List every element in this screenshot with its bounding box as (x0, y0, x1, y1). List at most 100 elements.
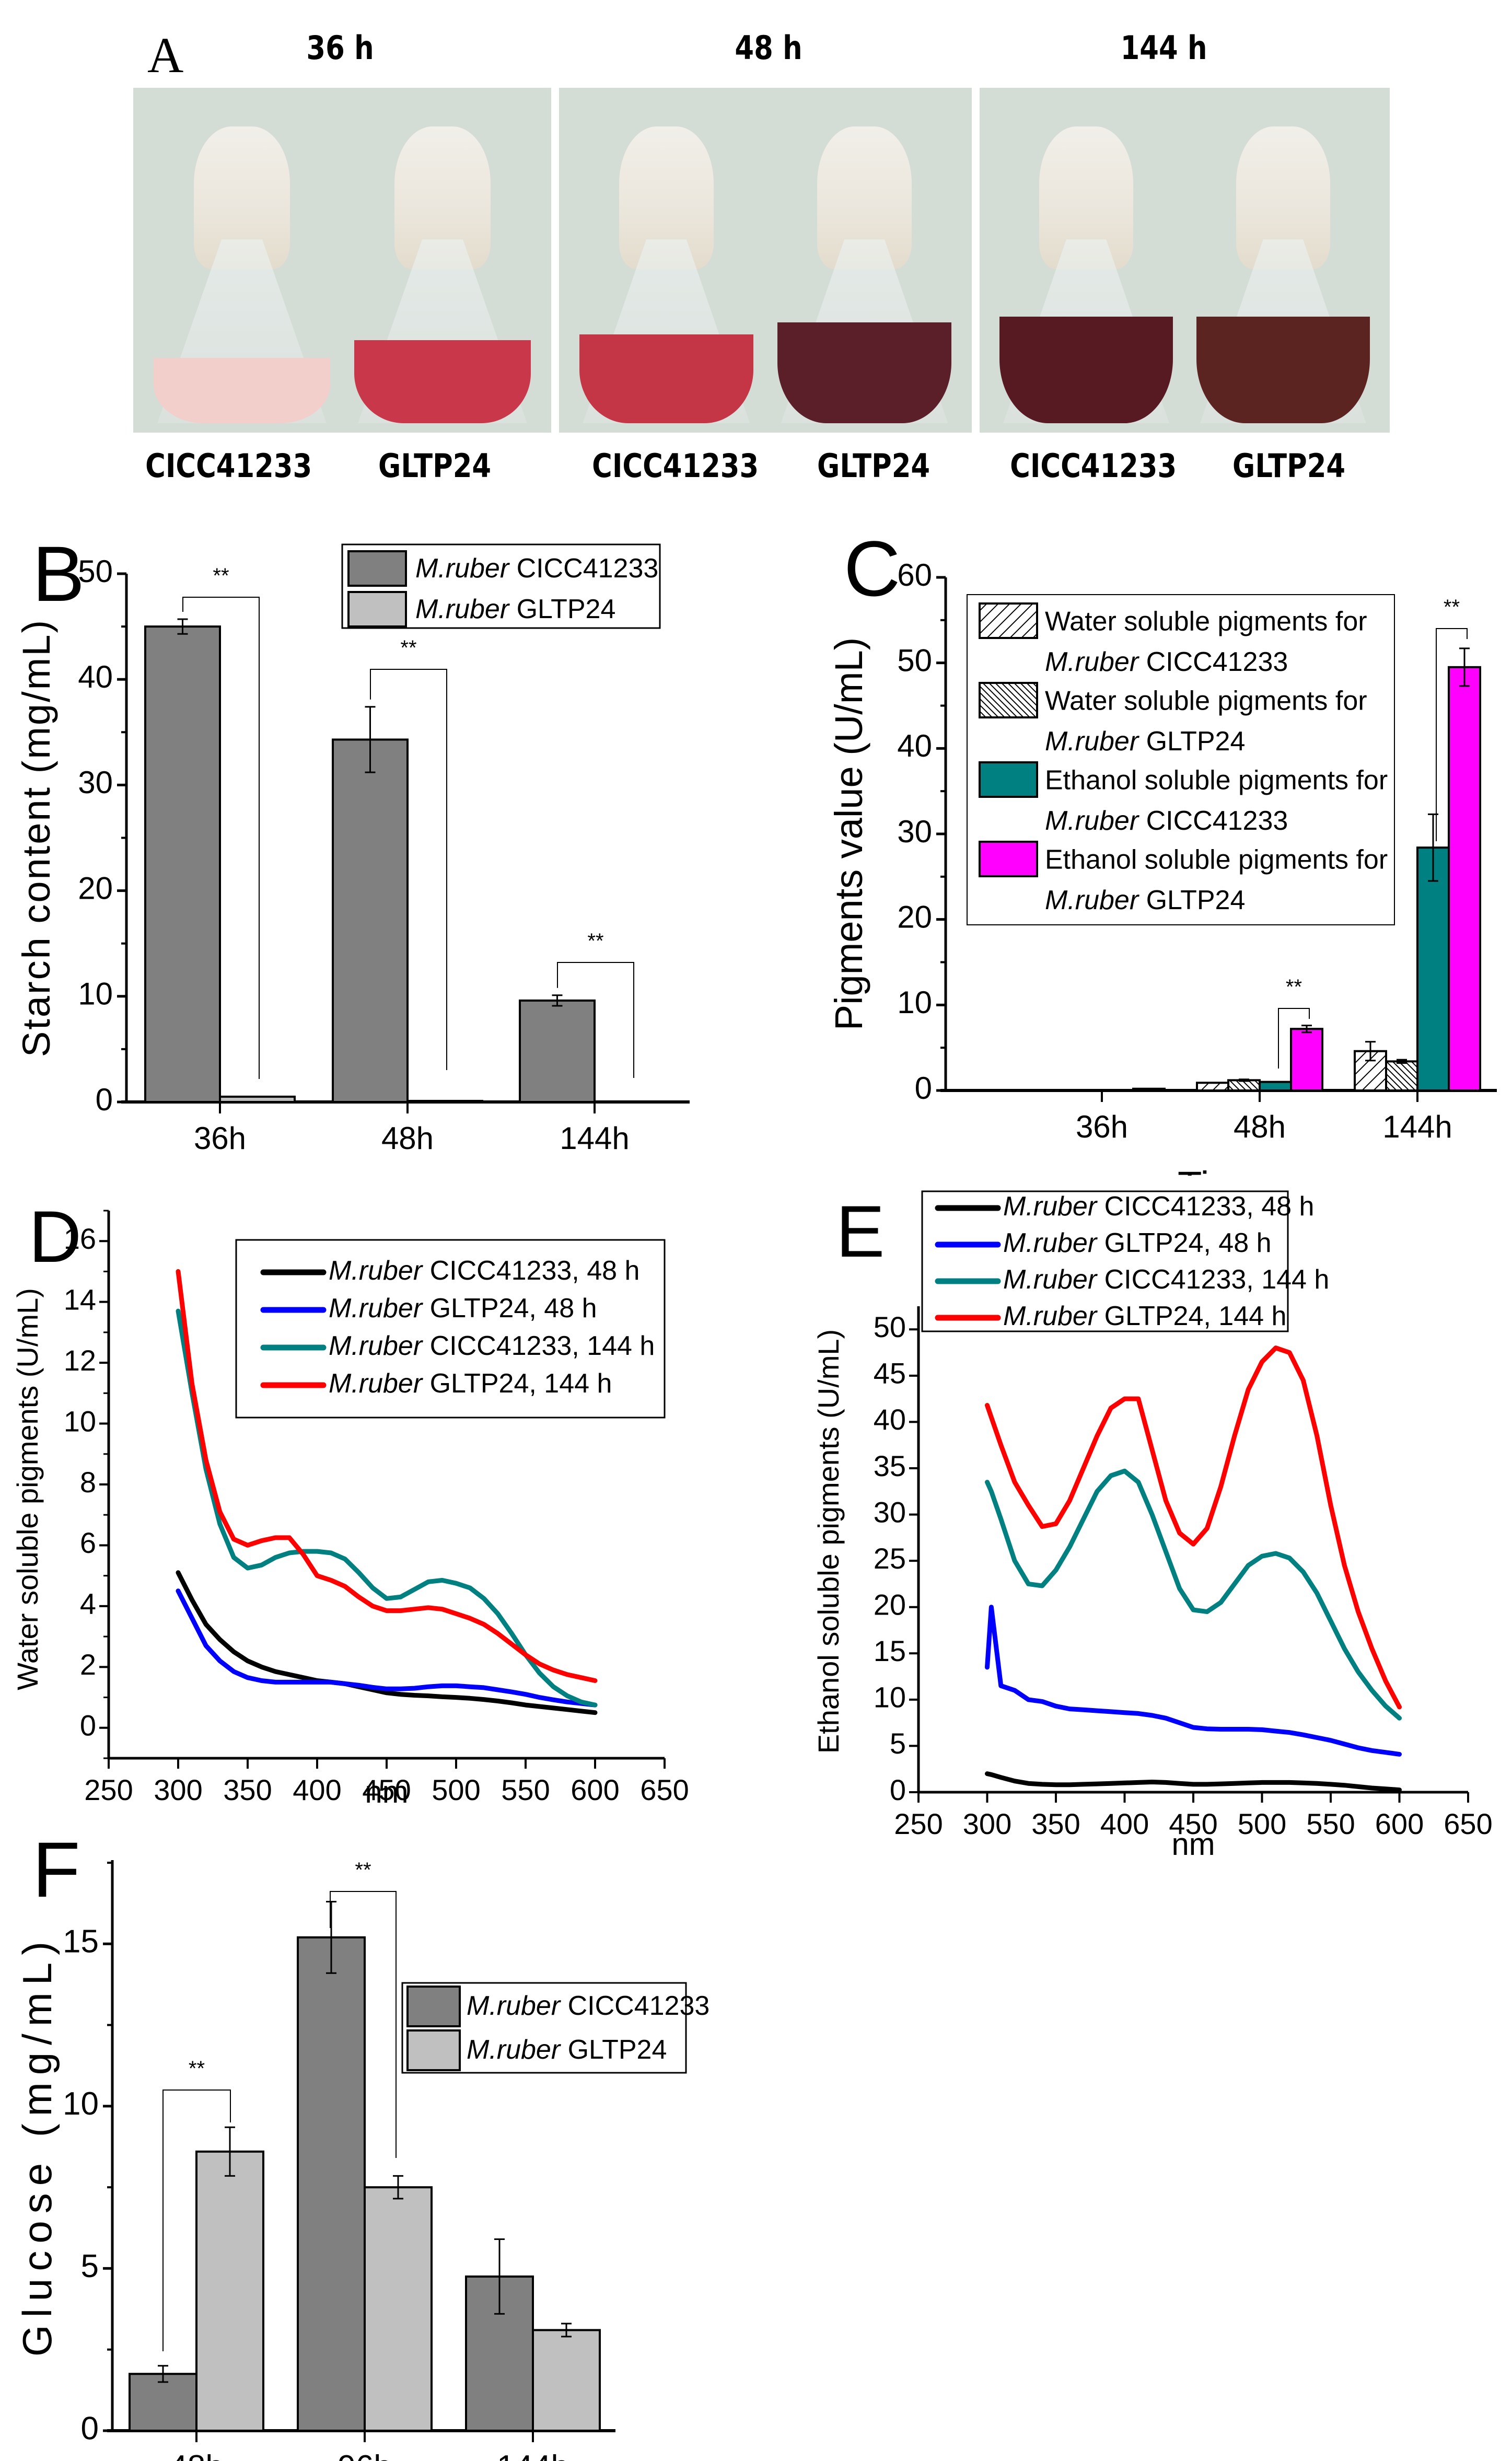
x-tick-label: 250 (894, 1807, 943, 1840)
significance-bracket (182, 597, 260, 1079)
x-tick-label: 48h (169, 2449, 223, 2461)
bar (297, 1936, 366, 2432)
series-line (985, 1605, 1402, 1757)
significance-label: ** (587, 930, 603, 953)
legend-label: M.ruber GLTP24 (415, 594, 615, 624)
x-tick-label: 144h (560, 1121, 629, 1156)
legend-label: M.ruber GLTP24 (1045, 726, 1245, 757)
y-tick-label: 50 (78, 554, 113, 589)
x-tick-label: 400 (1100, 1807, 1149, 1840)
x-tick-label: 500 (1238, 1807, 1286, 1840)
legend: M.ruber CICC41233, 48 h M.ruber GLTP24, 4… (235, 1239, 666, 1419)
time-label-36h: 36 h (306, 29, 374, 67)
y-tick-label: 0 (915, 1071, 932, 1106)
liquid (1196, 316, 1370, 423)
strain-label: CICC41233 (592, 447, 759, 485)
series-line (985, 1468, 1402, 1721)
flask-gltp24-144h (1193, 126, 1373, 423)
error-bar (393, 2175, 403, 2200)
error-bar (1301, 1025, 1312, 1034)
x-tick-label: 400 (293, 1773, 341, 1806)
photo-48h (559, 88, 972, 433)
x-axis-label: Time (1178, 1164, 1264, 1176)
strain-label: CICC41233 (145, 447, 312, 485)
strain-label: GLTP24 (817, 447, 931, 485)
x-tick-label: 650 (1444, 1807, 1492, 1840)
series-line (176, 1588, 598, 1708)
series-line (985, 1345, 1402, 1710)
legend: M.ruber CICC41233, 48 h M.ruber GLTP24, 4… (921, 1190, 1329, 1332)
significance-label: ** (189, 2057, 205, 2080)
legend-label: M.ruber GLTP24 (1045, 885, 1245, 915)
y-tick-label: 30 (874, 1495, 906, 1528)
error-bar (1459, 647, 1470, 687)
y-axis-label: Glucose (mg/mL) (14, 1934, 60, 2356)
y-tick-label: 25 (874, 1542, 906, 1575)
legend-swatch (979, 841, 1038, 877)
y-tick-label: 6 (80, 1526, 96, 1559)
y-tick-label: 12 (64, 1344, 96, 1377)
panel-letter: C (844, 525, 900, 612)
y-tick-label: 0 (96, 1082, 113, 1117)
legend-label: M.ruber GLTP24, 144 h (329, 1368, 612, 1399)
y-tick-label: 4 (80, 1587, 96, 1620)
significance-label: ** (1444, 596, 1460, 619)
legend-label: Ethanol soluble pigments for (1045, 765, 1388, 796)
error-bar (561, 2323, 572, 2338)
panel-a-letter: A (147, 27, 184, 83)
x-tick-label: 36h (1076, 1109, 1128, 1144)
y-axis-label: Starch content (mg/mL) (15, 619, 58, 1057)
x-tick-label: 350 (1031, 1807, 1080, 1840)
x-tick-label: 450 (1169, 1807, 1217, 1840)
photo-36h (133, 88, 551, 433)
x-tick-label: 300 (963, 1807, 1011, 1840)
flask-gltp24-36h (351, 126, 534, 423)
x-tick-label: 550 (1306, 1807, 1355, 1840)
bar (219, 1095, 296, 1104)
error-bar (1365, 1041, 1376, 1062)
x-tick-label: 500 (432, 1773, 480, 1806)
legend-swatch (347, 591, 407, 628)
y-tick-label: 50 (874, 1310, 906, 1343)
legend-label: M.ruber CICC41233 (1045, 806, 1288, 836)
strain-label: GLTP24 (378, 447, 492, 485)
y-tick-label: 40 (874, 1403, 906, 1436)
panel-letter: D (29, 1195, 82, 1278)
x-tick-label: 450 (362, 1773, 411, 1806)
y-tick-label: 60 (897, 558, 932, 593)
liquid (579, 334, 754, 423)
x-tick-label: 550 (501, 1773, 550, 1806)
bar (1196, 1082, 1229, 1092)
y-axis-label: Ethanol soluble pigments (U/mL) (812, 1329, 845, 1754)
legend-label: M.ruber CICC41233 (415, 553, 658, 584)
x-tick-label: 250 (84, 1773, 133, 1806)
time-label-48h: 48 h (735, 29, 802, 67)
significance-bracket (162, 2089, 231, 2351)
legend-label: Water soluble pigments for (1045, 686, 1367, 716)
legend-label: M.ruber CICC41233, 48 h (329, 1256, 639, 1286)
x-tick-label: 600 (1375, 1807, 1424, 1840)
y-tick-label: 40 (78, 659, 113, 694)
y-tick-label: 20 (897, 900, 932, 935)
legend-box (967, 594, 1395, 925)
panel-a: A 36 h 48 h 144 h CICC41233 GLTP24 CICC4… (0, 0, 1512, 491)
bar (1416, 846, 1450, 1092)
significance-bracket (1278, 1008, 1310, 1069)
y-tick-label: 0 (80, 1709, 96, 1742)
time-label-144h: 144 h (1120, 29, 1207, 67)
y-tick-label: 45 (874, 1357, 906, 1390)
x-tick-label: 144h (497, 2449, 569, 2461)
liquid (999, 316, 1173, 423)
x-tick-label: 144h (1382, 1109, 1452, 1144)
y-tick-label: 30 (897, 814, 932, 849)
error-bar (552, 994, 563, 1007)
significance-label: ** (355, 1859, 371, 1882)
significance-bracket (370, 669, 447, 1070)
bar (1290, 1028, 1323, 1092)
x-tick-label: 600 (571, 1773, 619, 1806)
error-bar (494, 2238, 505, 2315)
y-tick-label: 8 (80, 1466, 96, 1499)
x-tick-label: 300 (154, 1773, 202, 1806)
legend-label: M.ruber GLTP24, 48 h (1003, 1228, 1272, 1258)
